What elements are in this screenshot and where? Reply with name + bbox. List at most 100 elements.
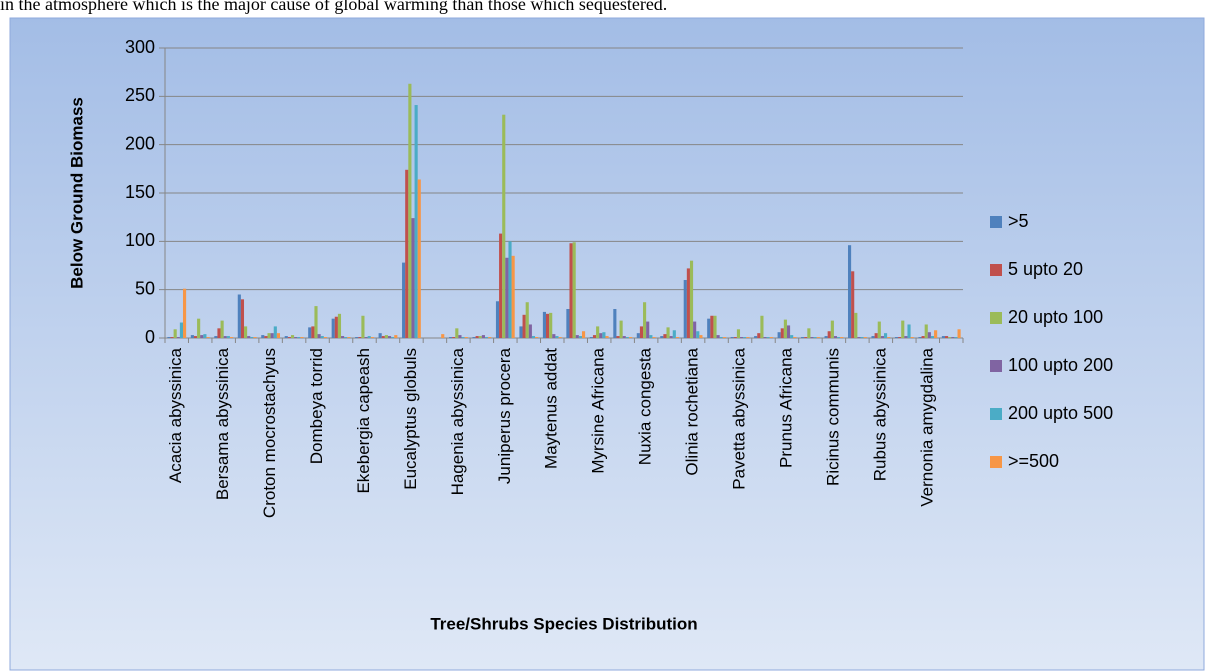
- bar: [229, 337, 234, 338]
- bar: [941, 336, 946, 338]
- bar: [546, 313, 550, 338]
- legend-swatch: [990, 360, 1002, 372]
- bar: [599, 333, 603, 338]
- bar: [250, 337, 254, 338]
- bar: [475, 336, 479, 338]
- bar: [649, 335, 653, 338]
- bar: [840, 337, 844, 338]
- bar: [334, 316, 338, 338]
- bar: [766, 337, 770, 338]
- bar: [730, 337, 734, 338]
- bar: [757, 333, 761, 338]
- bar: [448, 337, 453, 338]
- bar: [495, 301, 500, 338]
- bar: [203, 334, 207, 338]
- x-tick-label: Prunus Africana: [776, 347, 795, 468]
- bar: [290, 335, 295, 338]
- bar: [830, 320, 834, 338]
- bar: [294, 337, 298, 338]
- bar: [736, 329, 741, 338]
- bar: [625, 337, 629, 338]
- bar: [793, 337, 797, 338]
- bar: [860, 337, 864, 338]
- bar: [901, 320, 905, 338]
- legend-label: 5 upto 20: [1008, 259, 1083, 279]
- bar: [237, 294, 241, 338]
- bar: [240, 299, 245, 338]
- bar: [847, 245, 852, 338]
- bar: [381, 336, 385, 338]
- legend-swatch: [990, 456, 1002, 468]
- bar: [508, 241, 512, 338]
- bar: [948, 337, 952, 338]
- bar: [170, 337, 174, 338]
- legend-swatch: [990, 408, 1002, 420]
- bar: [592, 335, 597, 338]
- bar: [182, 288, 187, 338]
- x-tick-label: Olinia rochetiana: [683, 347, 702, 475]
- bar: [414, 105, 418, 339]
- bar: [464, 337, 468, 338]
- bar: [408, 83, 412, 339]
- x-tick-label: Vernonia amygdalina: [917, 347, 936, 506]
- bar: [481, 335, 485, 338]
- bar: [589, 337, 593, 338]
- bar: [639, 326, 644, 338]
- bar: [880, 336, 884, 338]
- bar: [575, 335, 579, 338]
- bar: [552, 334, 556, 338]
- bar: [871, 336, 875, 338]
- bar: [273, 326, 277, 338]
- bar: [693, 321, 697, 338]
- bar: [783, 319, 787, 338]
- bar: [824, 336, 828, 338]
- bar: [816, 337, 820, 338]
- bar: [613, 309, 617, 338]
- bar: [247, 336, 251, 338]
- bar: [405, 169, 409, 338]
- bar: [323, 337, 327, 338]
- y-tick-label: 150: [125, 182, 155, 202]
- bar: [854, 312, 858, 338]
- bar: [619, 320, 623, 338]
- bar: [542, 311, 547, 338]
- bar: [827, 331, 831, 338]
- bar: [743, 337, 747, 338]
- bar: [666, 327, 670, 338]
- bar: [807, 328, 811, 338]
- legend-label: >=500: [1008, 451, 1059, 471]
- bar: [370, 337, 374, 338]
- legend-swatch: [990, 264, 1002, 276]
- bar: [276, 333, 281, 338]
- bar: [455, 328, 459, 338]
- bar: [528, 324, 532, 338]
- bar: [616, 336, 620, 338]
- x-tick-label: Juniperus procera: [495, 347, 514, 484]
- bar: [308, 327, 312, 338]
- chart: 0 50 100 150 200 250 300 Acacia abyssinica Bersa…: [67, 37, 1113, 634]
- legend-label: 200 upto 500: [1008, 403, 1113, 423]
- x-tick-label: Eucalyptus globuls: [401, 348, 420, 490]
- bar: [804, 337, 808, 338]
- bar: [411, 218, 415, 338]
- bar: [930, 336, 935, 338]
- bar: [197, 318, 201, 338]
- bar: [707, 318, 711, 338]
- bar: [696, 331, 700, 338]
- bar: [253, 337, 257, 338]
- bar: [297, 337, 301, 338]
- bar: [287, 337, 291, 338]
- bar: [578, 336, 582, 338]
- chart-area: [9, 17, 1205, 671]
- bar: [569, 243, 573, 338]
- bar: [499, 233, 503, 338]
- bar: [780, 328, 784, 338]
- bar: [622, 336, 626, 338]
- bar: [669, 336, 673, 338]
- bar: [934, 330, 938, 338]
- bar: [217, 328, 221, 338]
- bar: [927, 332, 931, 338]
- bar: [746, 337, 750, 338]
- bar: [907, 324, 911, 338]
